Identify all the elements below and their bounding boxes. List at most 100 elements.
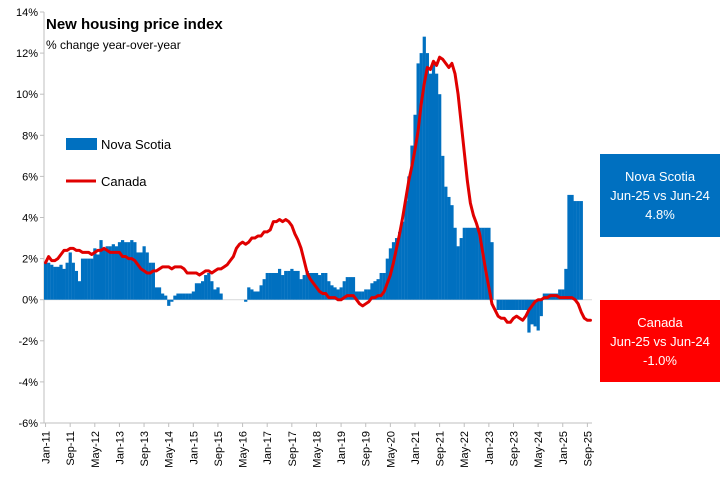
nova-scotia-bar [324,272,328,300]
nova-scotia-bar [71,262,75,300]
x-tick-label: May-18 [311,431,323,468]
nova-scotia-callout-value: 4.8% [645,207,675,222]
nova-scotia-bar [422,36,426,300]
nova-scotia-bar [407,176,411,300]
nova-scotia-bar [277,268,282,300]
nova-scotia-bar [456,246,460,300]
x-tick-label: Jan-11 [41,431,53,464]
x-tick-label: Sep-13 [139,431,151,466]
nova-scotia-bar [127,242,131,300]
plot-frame [43,12,592,424]
nova-scotia-bar [558,289,562,300]
nova-scotia-bar [256,291,260,300]
x-tick-label: Jan-17 [262,431,274,465]
x-tick-label: Jan-15 [188,431,200,465]
nova-scotia-bar [194,283,199,300]
legend-swatch-nova-scotia [66,138,97,150]
nova-scotia-bar [167,299,171,306]
nova-scotia-bar [361,291,365,300]
nova-scotia-bar [342,281,346,300]
nova-scotia-bar [533,299,537,327]
nova-scotia-callout: Nova Scotia Jun-25 vs Jun-24 4.8% [600,154,720,237]
y-tick-label: 6% [22,171,38,183]
nova-scotia-bar [296,270,300,300]
legend-label-nova-scotia: Nova Scotia [101,137,172,152]
nova-scotia-bar [90,258,94,300]
nova-scotia-bar [561,289,565,300]
x-tick-label: Sep-25 [582,431,594,466]
nova-scotia-bar [290,268,294,300]
nova-scotia-bar [450,205,454,300]
nova-scotia-bar [265,272,269,300]
nova-scotia-bar [576,201,580,300]
y-tick-label: 0% [22,295,38,307]
x-tick-label: Sep-17 [287,431,299,466]
nova-scotia-bar [527,299,531,333]
nova-scotia-bar [462,227,466,300]
nova-scotia-bar [191,291,196,300]
nova-scotia-bar [413,114,417,300]
nova-scotia-bar [87,258,91,300]
nova-scotia-bar [511,299,516,310]
nova-scotia-bar [124,242,128,300]
nova-scotia-bar [487,227,491,300]
y-tick-label: 12% [16,48,38,60]
nova-scotia-bar [84,258,88,300]
nova-scotia-bar [321,272,325,300]
nova-scotia-bar [496,299,500,310]
nova-scotia-bar [490,242,494,300]
x-tick-label: May-22 [459,431,471,468]
nova-scotia-callout-line1: Nova Scotia [625,169,696,184]
x-tick-label: Jan-25 [558,431,570,465]
x-tick-label: May-24 [533,431,545,468]
nova-scotia-bar [441,155,445,300]
nova-scotia-bar [197,283,202,300]
nova-scotia-bar [370,283,374,300]
nova-scotia-bar [394,238,399,300]
nova-scotia-bar [410,145,414,300]
nova-scotia-bar [373,281,377,300]
nova-scotia-bar [570,194,574,300]
nova-scotia-bar [216,287,220,300]
y-axis: -6% -4% -2% 0% 2% 4% 6% 8% 10% 12% 14% [16,7,44,430]
nova-scotia-bar [311,272,316,300]
nova-scotia-bar [293,270,297,300]
nova-scotia-bar [521,299,525,310]
nova-scotia-bar [404,201,408,300]
nova-scotia-bar [262,279,266,300]
y-tick-label: -4% [18,377,38,389]
chart-title: New housing price index [46,16,223,33]
nova-scotia-bar [250,289,254,300]
legend-label-canada: Canada [101,174,147,189]
x-tick-label: May-16 [238,431,250,468]
nova-scotia-bar [281,275,285,300]
x-tick-label: May-14 [164,431,176,468]
nova-scotia-bar [398,231,402,300]
nova-scotia-bar [348,277,353,300]
nova-scotia-bar [120,240,125,300]
nova-scotia-bar [188,293,192,300]
nova-scotia-bar [431,63,436,300]
nova-scotia-bar [157,287,162,300]
nova-scotia-bar [354,291,359,300]
nova-scotia-bar [176,293,180,300]
x-tick-label: Sep-23 [508,431,520,466]
nova-scotia-bar [536,299,540,331]
nova-scotia-bar [471,227,476,300]
nova-scotia-bar [108,246,112,300]
nova-scotia-bar [438,94,442,300]
nova-scotia-bar [444,186,448,300]
nova-scotia-bar [287,270,291,300]
nova-scotia-bar [453,227,457,300]
nova-scotia-bar [358,291,362,300]
nova-scotia-bar [151,262,155,300]
nova-scotia-bar [96,254,100,300]
nova-scotia-bar [302,275,306,300]
nova-scotia-bar [367,289,371,300]
nova-scotia-bar [74,270,79,300]
x-tick-label: Jan-13 [114,431,126,465]
nova-scotia-bar [382,272,386,300]
nova-scotia-bar [351,277,356,300]
nova-scotia-bar [502,299,506,310]
